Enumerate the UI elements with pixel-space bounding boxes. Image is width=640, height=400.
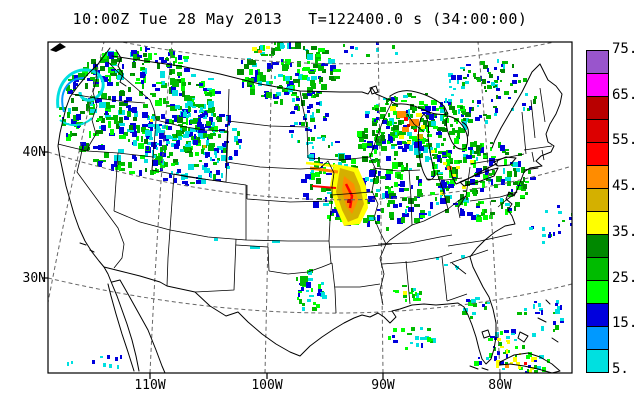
lat-label-40n: 40N xyxy=(22,145,46,160)
colorbar-tick-label: 45. xyxy=(612,178,638,195)
colorbar-cell xyxy=(587,258,608,281)
colorbar-cell xyxy=(587,74,608,97)
colorbar-tick-label: 35. xyxy=(612,224,638,241)
axis-ticks xyxy=(42,151,501,379)
lon-label-80w: 80W xyxy=(488,378,512,393)
lake-michigan-cluster xyxy=(390,106,425,144)
lon-label-90w: 90W xyxy=(371,378,395,393)
colorbar-tick-label: 5. xyxy=(612,361,629,378)
coastlines xyxy=(50,43,563,373)
valid-time-label: 10:00Z Tue 28 May 2013 xyxy=(72,10,283,28)
map-frame xyxy=(47,41,573,374)
colorbar-tick-label: 55. xyxy=(612,132,638,149)
colorbar-cell xyxy=(587,304,608,327)
colorbar-cell xyxy=(587,212,608,235)
plot-title: 10:00Z Tue 28 May 2013 T=122400.0 s (34:… xyxy=(0,10,600,28)
state-borders xyxy=(57,61,553,314)
colorbar xyxy=(586,50,609,373)
lon-label-100w: 100W xyxy=(251,378,283,393)
graticule xyxy=(48,42,572,373)
lon-label-110w: 110W xyxy=(134,378,166,393)
precipitation-field xyxy=(56,42,572,373)
colorbar-cell xyxy=(587,327,608,350)
colorbar-cell xyxy=(587,120,608,143)
colorbar-cell xyxy=(587,350,608,372)
colorbar-cell xyxy=(587,189,608,212)
scattered-strong-cells xyxy=(150,46,537,368)
colorbar-cell xyxy=(587,166,608,189)
colorbar-tick-label: 65. xyxy=(612,86,638,103)
forecast-time-label: T=122400.0 s (34:00:00) xyxy=(308,10,528,28)
colorbar-cell xyxy=(587,51,608,74)
colorbar-tick-label: 15. xyxy=(612,315,638,332)
missouri-core xyxy=(305,161,368,226)
colorbar-tick-label: 25. xyxy=(612,269,638,286)
colorbar-cell xyxy=(587,235,608,258)
colorbar-cell xyxy=(587,97,608,120)
colorbar-cell xyxy=(587,143,608,166)
colorbar-cell xyxy=(587,281,608,304)
lat-label-30n: 30N xyxy=(22,271,46,286)
colorbar-tick-label: 75. xyxy=(612,41,638,58)
